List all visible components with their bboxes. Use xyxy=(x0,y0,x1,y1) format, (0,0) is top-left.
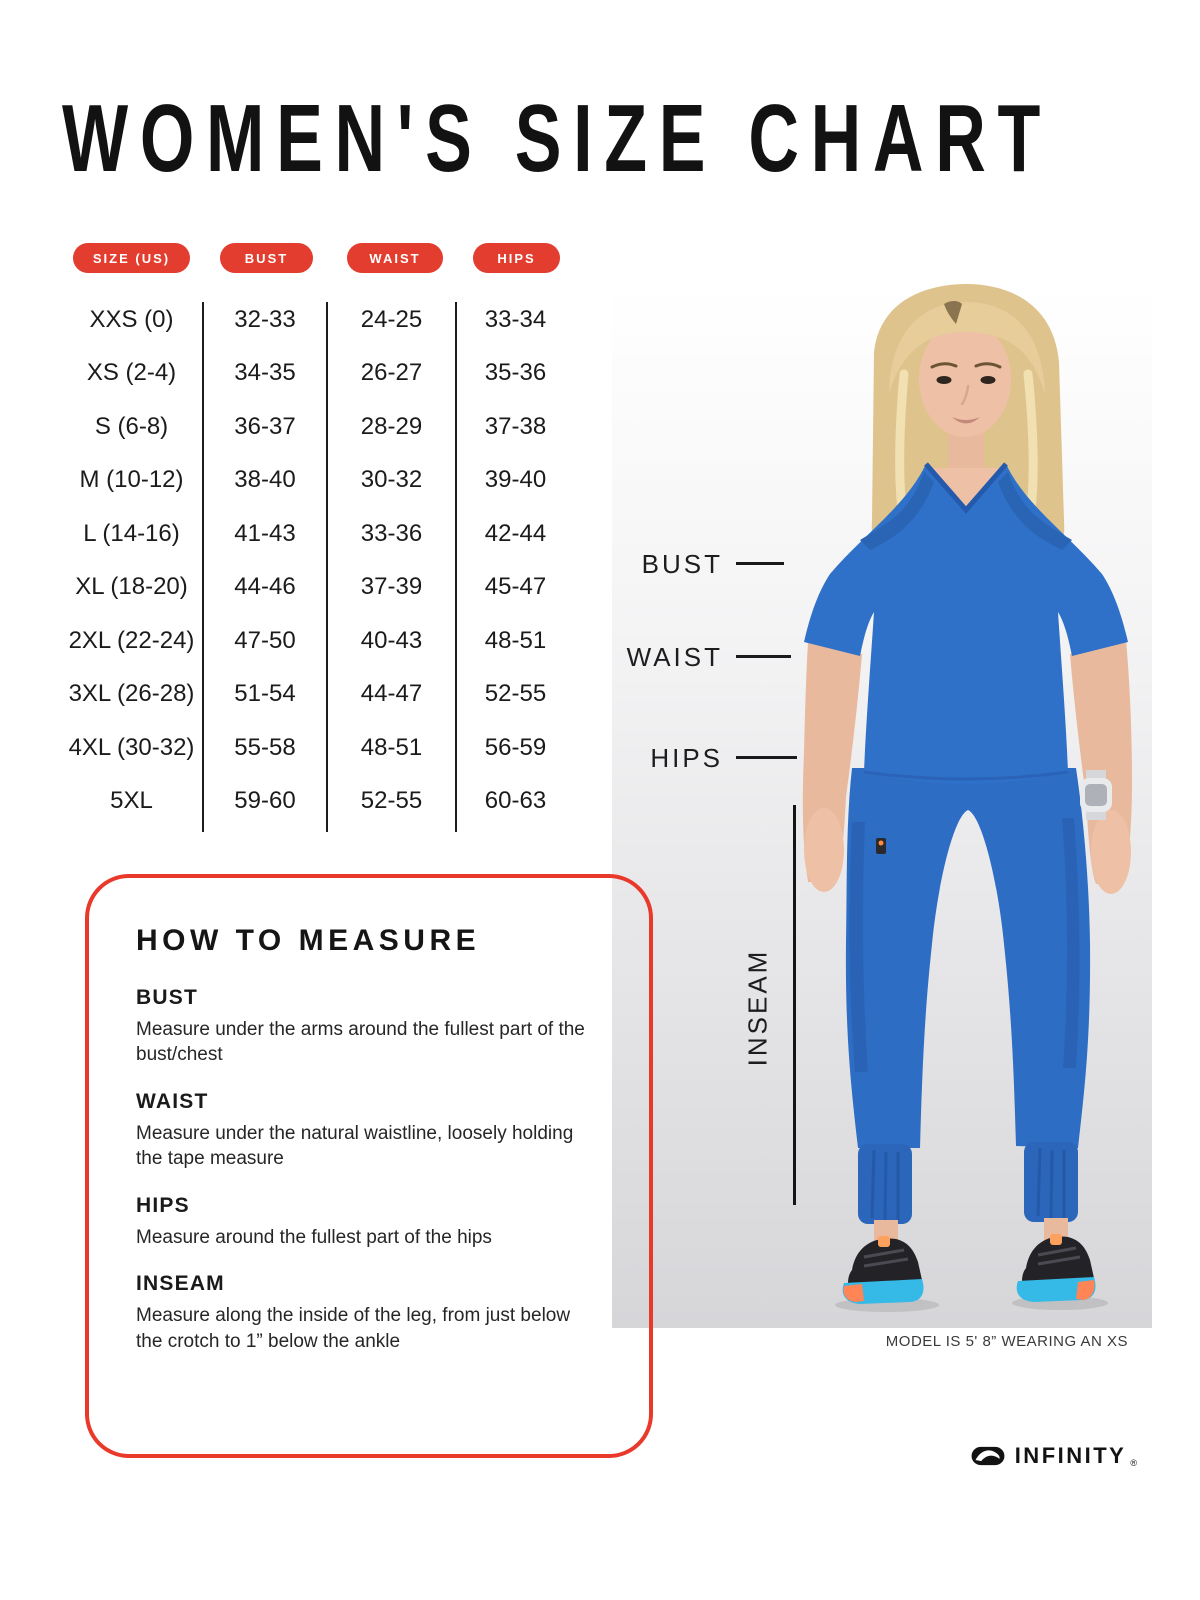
waist-cell: 33-36 xyxy=(360,519,423,547)
registered-mark: ® xyxy=(1130,1458,1137,1468)
size-cell: M (10-12) xyxy=(79,466,184,494)
waist-cell: 52-55 xyxy=(360,787,423,815)
size-cell: 5XL xyxy=(110,787,153,815)
bust-cell: 34-35 xyxy=(234,359,296,387)
how-to-measure-title: HOW TO MEASURE xyxy=(136,924,481,957)
bust-cell: 47-50 xyxy=(234,626,296,654)
hips-callout-line xyxy=(736,756,797,759)
measure-section-text: Measure under the natural waistline, loo… xyxy=(136,1122,574,1170)
hips-cell: 39-40 xyxy=(484,466,547,494)
size-table: XXS (0) 32-33 24-25 33-34 XS (2-4) 34-35… xyxy=(60,293,575,828)
bust-cell: 55-58 xyxy=(234,733,296,761)
size-cell: XS (2-4) xyxy=(86,359,177,387)
waist-cell: 24-25 xyxy=(360,305,423,333)
bust-cell: 44-46 xyxy=(234,573,296,601)
bust-cell: 32-33 xyxy=(234,305,296,333)
waist-cell: 48-51 xyxy=(360,733,423,761)
size-cell: XXS (0) xyxy=(89,305,174,333)
measure-section-text: Measure under the arms around the fulles… xyxy=(136,1019,585,1066)
hips-cell: 48-51 xyxy=(484,626,547,654)
size-cell: 2XL (22-24) xyxy=(68,626,195,654)
hips-cell: 52-55 xyxy=(484,680,547,708)
waist-cell: 40-43 xyxy=(360,626,423,654)
waist-cell: 37-39 xyxy=(360,573,423,601)
how-to-measure-box: HOW TO MEASURE BUST Measure under the ar… xyxy=(85,874,653,1458)
brand-name: INFINITY xyxy=(1014,1443,1127,1468)
size-cell: XL (18-20) xyxy=(75,573,188,601)
measure-section-text: Measure along the inside of the leg, fro… xyxy=(136,1305,571,1352)
column-pill-waist: WAIST xyxy=(347,243,443,273)
column-divider xyxy=(455,302,457,832)
infinity-icon xyxy=(971,1446,1005,1466)
bust-cell: 51-54 xyxy=(234,680,296,708)
waist-cell: 44-47 xyxy=(360,680,423,708)
waist-cell: 28-29 xyxy=(360,412,423,440)
hips-cell: 35-36 xyxy=(484,359,547,387)
model-face xyxy=(919,321,1011,437)
column-pill-size: SIZE (US) xyxy=(73,243,190,273)
model-pants xyxy=(845,768,1091,1148)
hips-cell: 42-44 xyxy=(484,519,547,547)
column-pill-hips: HIPS xyxy=(473,243,560,273)
measure-section-label: HIPS xyxy=(136,1193,190,1217)
hips-cell: 33-34 xyxy=(484,305,547,333)
bust-cell: 59-60 xyxy=(234,787,296,815)
infinity-logo: INFINITY ® xyxy=(971,1443,1137,1469)
pants-logo-tag xyxy=(876,838,886,854)
waist-cell: 26-27 xyxy=(360,359,423,387)
bust-cell: 41-43 xyxy=(234,519,296,547)
waist-callout-label: WAIST xyxy=(626,642,723,672)
measure-section-text: Measure around the fullest part of the h… xyxy=(136,1226,492,1248)
column-divider xyxy=(202,302,204,832)
column-pill-bust: BUST xyxy=(220,243,313,273)
hips-cell: 56-59 xyxy=(484,733,547,761)
model-hair-front xyxy=(889,302,1045,394)
hips-cell: 60-63 xyxy=(484,787,547,815)
bust-cell: 38-40 xyxy=(234,466,296,494)
model-caption: MODEL IS 5' 8” WEARING AN XS xyxy=(885,1333,1128,1350)
measure-section-label: INSEAM xyxy=(136,1272,225,1296)
vneck-trim xyxy=(924,462,1008,514)
model-left-hand xyxy=(804,808,844,892)
inseam-callout-line xyxy=(793,805,796,1205)
waist-cell: 30-32 xyxy=(360,466,423,494)
page-title: WOMEN'S SIZE CHART xyxy=(62,85,1052,192)
size-cell: 3XL (26-28) xyxy=(68,680,195,708)
waist-callout-line xyxy=(736,655,791,658)
bust-callout-label: BUST xyxy=(641,549,723,579)
hips-callout-label: HIPS xyxy=(650,743,723,773)
model-illustration xyxy=(802,284,1132,1312)
size-cell: S (6-8) xyxy=(94,412,169,440)
hips-cell: 45-47 xyxy=(484,573,547,601)
model-photo xyxy=(612,282,1152,1328)
bust-cell: 36-37 xyxy=(234,412,296,440)
size-cell: 4XL (30-32) xyxy=(68,733,195,761)
inseam-callout-label: INSEAM xyxy=(742,948,773,1067)
bust-callout-line xyxy=(736,562,784,565)
model-scrub-top xyxy=(804,464,1128,784)
measure-section-label: WAIST xyxy=(136,1089,209,1113)
column-divider xyxy=(326,302,328,832)
hips-cell: 37-38 xyxy=(484,412,547,440)
size-cell: L (14-16) xyxy=(83,519,180,547)
model-right-hand xyxy=(1091,810,1131,894)
measure-section-label: BUST xyxy=(136,986,198,1009)
